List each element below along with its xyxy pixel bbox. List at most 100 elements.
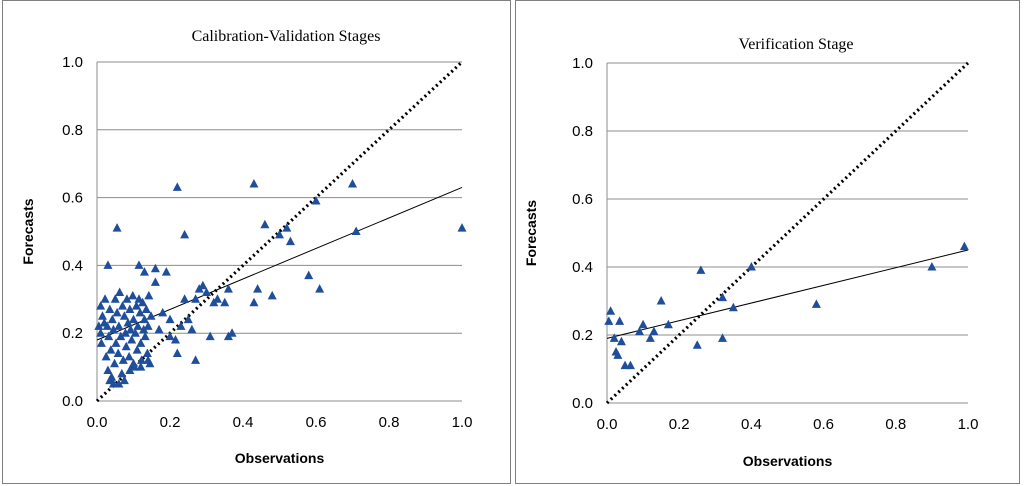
data-point (249, 297, 259, 307)
y-tick-label: 1.0 (62, 54, 83, 71)
data-point (315, 284, 325, 293)
data-point (457, 223, 467, 232)
data-point (130, 328, 140, 337)
data-point (959, 241, 969, 251)
x-tick-label: 1.0 (958, 416, 979, 433)
data-point (187, 324, 197, 334)
data-point (183, 314, 193, 324)
data-point (656, 296, 666, 305)
data-point (100, 294, 110, 303)
data-point (227, 328, 237, 337)
data-point (127, 334, 137, 344)
data-point (191, 355, 201, 364)
data-point (133, 321, 143, 330)
chart-panel-verification: Verification Stage 0.0 0.2 0.4 0.6 0.8 1.0 0.0 0… (515, 0, 1020, 484)
data-point (105, 304, 115, 313)
y-axis-label: Forecasts (20, 198, 36, 264)
data-point (111, 338, 121, 347)
x-axis-label: Observations (743, 453, 833, 469)
x-tick-label: 0.6 (306, 414, 327, 431)
data-point (634, 326, 644, 336)
data-point (124, 351, 134, 361)
data-point (126, 324, 136, 334)
data-point (348, 179, 357, 188)
data-point (161, 267, 171, 276)
data-point (146, 311, 156, 320)
y-tick-label: 0.4 (572, 259, 593, 276)
data-point (663, 319, 673, 329)
data-point (137, 355, 147, 364)
data-point (172, 182, 182, 191)
calibration-scatter-chart: Calibration-Validation Stages 0.0 0.2 0.4 0.… (20, 28, 472, 466)
data-point (139, 267, 149, 276)
data-point (119, 311, 129, 320)
x-tick-label: 0.6 (813, 416, 834, 433)
data-point (616, 336, 626, 346)
data-point (150, 263, 160, 273)
data-point (645, 333, 655, 342)
data-point (108, 324, 118, 334)
data-point (282, 223, 292, 232)
data-point (615, 316, 625, 325)
data-point (129, 358, 138, 368)
data-point (205, 331, 215, 341)
data-point (136, 362, 146, 371)
y-tick-label: 0.6 (62, 190, 83, 207)
data-point (604, 316, 614, 325)
data-point (140, 331, 150, 341)
data-point (96, 301, 106, 310)
data-point (125, 304, 135, 313)
data-point (638, 319, 648, 329)
data-point (275, 229, 284, 239)
data-point (134, 260, 144, 269)
data-point (103, 260, 113, 269)
data-point (165, 331, 175, 341)
y-tick-label: 0.8 (572, 123, 593, 140)
trendline (96, 186, 463, 341)
data-point (110, 358, 120, 368)
data-point (104, 331, 114, 341)
x-tick-label: 0.0 (87, 414, 108, 431)
data-point (143, 321, 153, 330)
x-tick-label: 0.2 (160, 414, 181, 431)
x-axis-label: Observations (235, 450, 325, 466)
data-point (97, 311, 107, 320)
x-tick-label: 0.2 (669, 416, 690, 433)
data-point (117, 368, 127, 378)
data-point (191, 294, 201, 303)
x-tick-label: 0.4 (233, 414, 254, 431)
y-tick-label: 1.0 (572, 55, 593, 72)
data-point (113, 348, 123, 358)
chart-title: Verification Stage (738, 36, 853, 53)
data-point (811, 299, 821, 308)
data-point (103, 365, 113, 374)
data-point (128, 290, 138, 300)
data-point (94, 321, 104, 330)
verification-scatter-chart: Verification Stage 0.0 0.2 0.4 0.6 0.8 1.0 0.0 0… (523, 36, 979, 469)
data-point (158, 307, 168, 317)
data-point (285, 236, 295, 246)
y-tick-label: 0.6 (572, 191, 593, 208)
data-point (118, 355, 128, 364)
data-point (220, 297, 230, 307)
y-tick-label: 0.2 (572, 327, 593, 344)
data-point (176, 321, 186, 330)
data-point (129, 314, 138, 324)
data-point (123, 318, 133, 327)
data-point (696, 265, 706, 274)
chart-panel-calibration: Calibration-Validation Stages 0.0 0.2 0.4 0.… (2, 0, 511, 484)
data-point (609, 333, 619, 342)
data-point (150, 277, 160, 286)
data-point (154, 324, 164, 334)
data-point (172, 348, 182, 358)
one-to-one-line (605, 61, 970, 405)
data-point (728, 302, 738, 312)
data-point (198, 280, 208, 290)
data-point (165, 314, 175, 324)
data-point (138, 297, 148, 307)
data-point (253, 284, 263, 293)
data-point (110, 294, 120, 303)
data-point (139, 324, 149, 334)
data-point (606, 306, 616, 315)
data-point (180, 229, 190, 239)
